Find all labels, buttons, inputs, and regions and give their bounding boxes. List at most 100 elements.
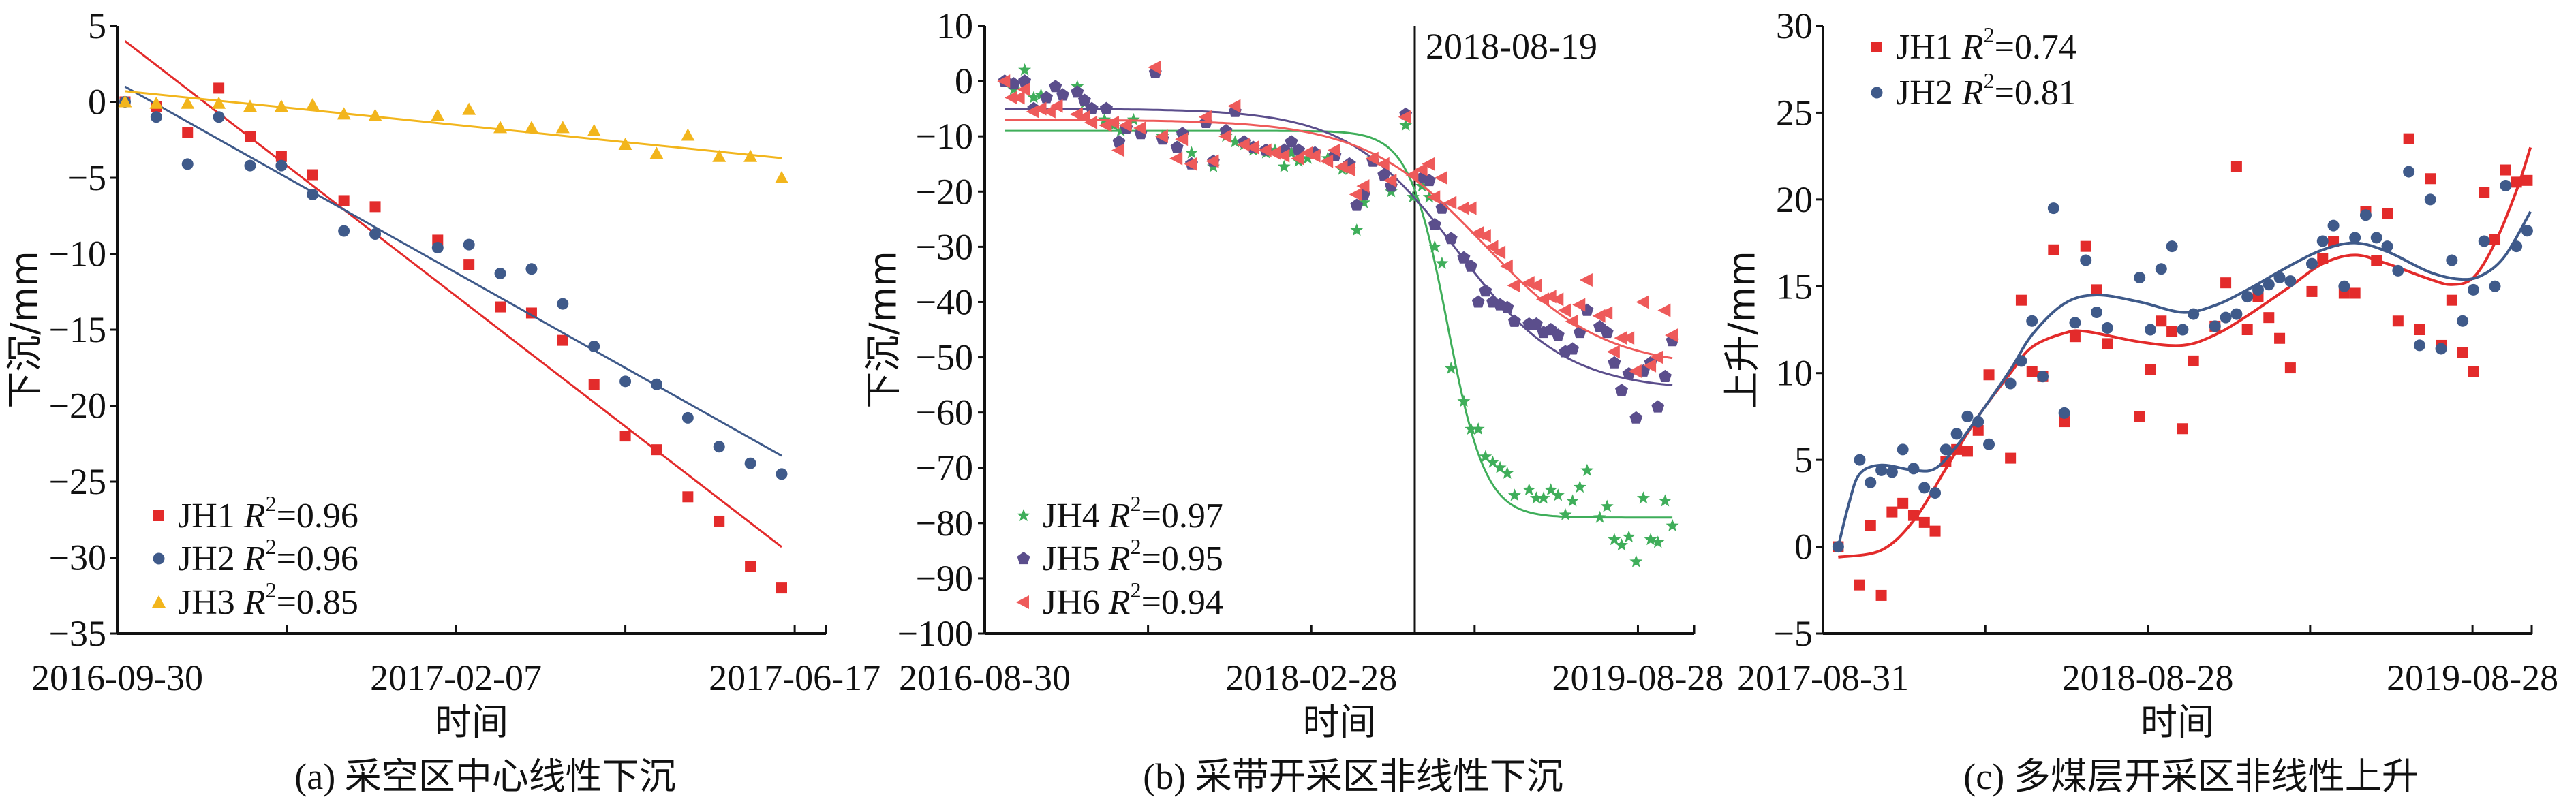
fit-line bbox=[125, 90, 782, 159]
data-point bbox=[1565, 314, 1578, 328]
data-point bbox=[2382, 208, 2393, 219]
data-point bbox=[1011, 91, 1025, 105]
data-point bbox=[712, 149, 726, 162]
data-point bbox=[1126, 112, 1140, 125]
data-point bbox=[1636, 295, 1649, 309]
y-tick-label: 0 bbox=[955, 61, 973, 102]
data-point bbox=[1457, 251, 1471, 264]
series-JH6 bbox=[997, 60, 1678, 378]
data-point bbox=[368, 108, 382, 121]
data-point bbox=[524, 121, 538, 134]
data-point bbox=[1629, 555, 1643, 567]
data-point bbox=[2425, 173, 2436, 185]
series-JH4 bbox=[998, 63, 1679, 567]
data-point bbox=[1170, 140, 1184, 153]
legend-label: JH2 R2=0.81 bbox=[1896, 68, 2076, 112]
data-point bbox=[212, 96, 226, 109]
data-point bbox=[494, 267, 506, 279]
data-point bbox=[463, 238, 475, 251]
data-point bbox=[1608, 533, 1621, 546]
legend-label: JH6 R2=0.94 bbox=[1043, 578, 1223, 622]
x-axis-label: 时间 bbox=[1303, 701, 1377, 744]
data-point bbox=[619, 431, 631, 442]
data-point bbox=[337, 107, 351, 120]
data-point bbox=[681, 411, 694, 424]
data-point bbox=[775, 171, 788, 183]
data-point bbox=[2005, 452, 2017, 464]
data-point bbox=[1357, 196, 1370, 208]
data-point bbox=[1629, 411, 1643, 424]
data-point bbox=[2015, 294, 2027, 306]
data-point bbox=[2037, 371, 2049, 383]
y-tick-label: 15 bbox=[1776, 266, 1813, 307]
data-point bbox=[1929, 525, 1941, 537]
data-point bbox=[1465, 422, 1477, 435]
legend-r2-value: =0.97 bbox=[1141, 497, 1223, 535]
data-point bbox=[181, 158, 194, 170]
x-tick-label: 2019-08-28 bbox=[1552, 657, 1723, 698]
data-point bbox=[1276, 149, 1290, 163]
data-point bbox=[744, 457, 756, 469]
y-tick-label: −25 bbox=[49, 461, 106, 502]
data-point bbox=[1227, 99, 1241, 113]
data-point bbox=[557, 298, 569, 310]
legend-label: JH3 R2=0.85 bbox=[178, 578, 358, 622]
legend-series-name: JH4 bbox=[1043, 497, 1109, 535]
legend-r-symbol: R bbox=[243, 540, 266, 578]
data-point bbox=[1114, 124, 1128, 137]
data-point bbox=[2080, 240, 2091, 252]
data-point bbox=[2069, 317, 2081, 329]
data-point bbox=[1056, 88, 1069, 101]
data-point bbox=[1665, 328, 1678, 343]
legend-r2-value: =0.85 bbox=[277, 583, 358, 622]
data-point bbox=[1580, 463, 1594, 476]
data-point bbox=[1579, 273, 1593, 287]
legend-r2-value: =0.94 bbox=[1141, 583, 1223, 622]
data-point bbox=[2284, 275, 2297, 287]
data-point bbox=[1463, 201, 1477, 215]
series-JH1 bbox=[119, 40, 787, 594]
data-point bbox=[2403, 166, 2415, 178]
data-point bbox=[1148, 60, 1161, 74]
data-point bbox=[587, 123, 601, 136]
legend-label: JH2 R2=0.96 bbox=[178, 534, 358, 578]
legend-r-symbol: R bbox=[1961, 28, 1984, 67]
data-point bbox=[2392, 264, 2404, 277]
data-point bbox=[2305, 257, 2318, 270]
data-point bbox=[2048, 244, 2059, 255]
data-point bbox=[1077, 110, 1090, 124]
legend-marker bbox=[1017, 552, 1030, 565]
data-point bbox=[2177, 324, 2189, 336]
data-point bbox=[1471, 422, 1485, 435]
data-point bbox=[2059, 416, 2070, 428]
data-point bbox=[2145, 324, 2157, 336]
data-point bbox=[1477, 229, 1491, 243]
data-point bbox=[1493, 460, 1507, 473]
data-point bbox=[1444, 361, 1458, 374]
data-point bbox=[1614, 331, 1627, 345]
data-point bbox=[1621, 331, 1635, 345]
data-point bbox=[1886, 466, 1898, 478]
legend-r-exponent: 2 bbox=[1131, 534, 1141, 559]
data-point bbox=[2263, 279, 2275, 291]
data-point bbox=[2479, 187, 2490, 198]
legend-item-JH2: JH2 R2=0.81 bbox=[1871, 68, 2076, 112]
data-point bbox=[1457, 394, 1471, 407]
y-tick-label: −50 bbox=[916, 337, 973, 378]
caption: (c) 多煤层开采区非线性上升 bbox=[1963, 756, 2418, 797]
data-point bbox=[1886, 506, 1898, 518]
data-point bbox=[182, 127, 194, 138]
legend-item-JH2: JH2 R2=0.96 bbox=[153, 534, 358, 578]
y-tick-label: −60 bbox=[916, 392, 973, 433]
data-point bbox=[149, 96, 164, 109]
data-point bbox=[1600, 326, 1614, 339]
y-tick-label: −5 bbox=[67, 157, 106, 198]
y-tick-label: −30 bbox=[49, 537, 106, 578]
x-tick-label: 2016-09-30 bbox=[31, 657, 203, 698]
data-point bbox=[1377, 168, 1391, 181]
data-point bbox=[2069, 331, 2081, 343]
data-point bbox=[2457, 315, 2469, 327]
data-point bbox=[1049, 99, 1063, 113]
data-point bbox=[2521, 225, 2533, 237]
fit-curve bbox=[1005, 129, 1673, 519]
